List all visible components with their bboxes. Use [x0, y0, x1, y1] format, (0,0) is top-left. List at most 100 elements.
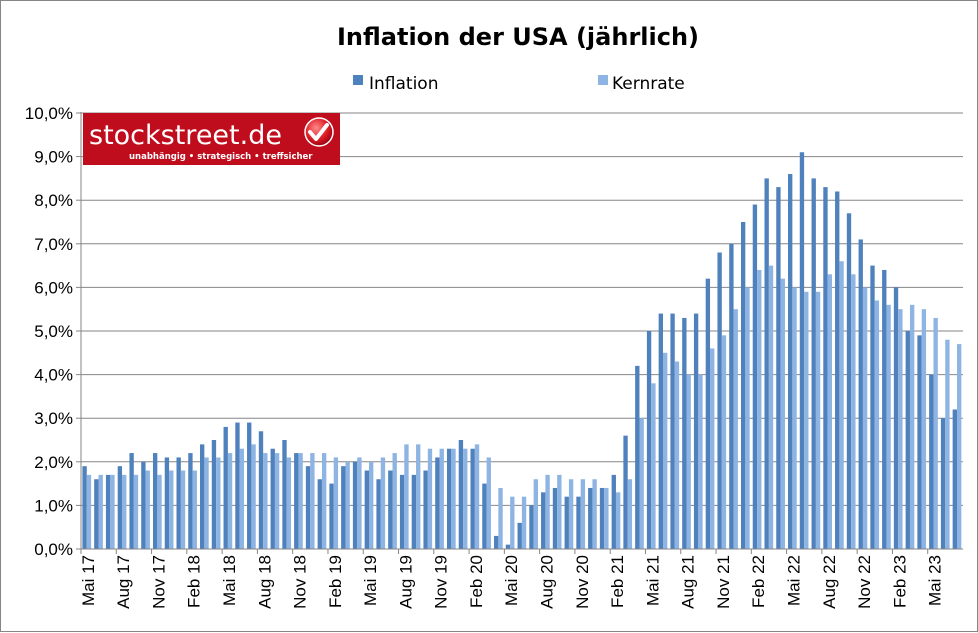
bar-kernrate-40	[557, 474, 562, 549]
bar-kernrate-54	[721, 335, 727, 549]
logo-background	[83, 113, 340, 165]
bar-kernrate-73	[945, 339, 950, 549]
bar-inflation-61	[799, 152, 805, 550]
bar-kernrate-7	[169, 470, 174, 549]
bar-inflation-73	[940, 418, 946, 549]
bar-kernrate-1	[98, 474, 103, 549]
bar-inflation-39	[541, 492, 546, 549]
bar-inflation-54	[717, 252, 722, 549]
x-tick-label: Feb 19	[326, 555, 345, 608]
bar-kernrate-67	[874, 300, 880, 549]
bar-inflation-71	[917, 335, 922, 549]
bar-kernrate-42	[580, 479, 586, 549]
bar-inflation-21	[329, 483, 334, 549]
bar-kernrate-51	[686, 374, 691, 549]
bar-inflation-58	[764, 178, 769, 549]
bar-kernrate-6	[157, 474, 162, 549]
bar-kernrate-30	[439, 448, 444, 549]
bar-kernrate-55	[733, 309, 738, 549]
x-tick-label: Feb 22	[749, 555, 768, 608]
x-tick-label: Mai 20	[502, 555, 521, 606]
bar-kernrate-24	[369, 461, 374, 549]
bar-inflation-19	[305, 466, 311, 549]
bar-kernrate-66	[862, 287, 868, 549]
bar-inflation-45	[611, 474, 616, 549]
bar-inflation-22	[341, 466, 346, 549]
bar-inflation-7	[164, 457, 170, 549]
y-tick-label: 6,0%	[34, 278, 73, 297]
bar-kernrate-4	[133, 474, 139, 549]
bar-kernrate-2	[110, 474, 115, 549]
bar-kernrate-64	[839, 261, 844, 549]
bar-kernrate-11	[216, 457, 221, 549]
x-tick-label: Feb 18	[185, 555, 204, 608]
bar-kernrate-38	[533, 479, 538, 549]
bar-inflation-25	[376, 479, 381, 549]
bar-kernrate-16	[274, 453, 280, 549]
bar-kernrate-63	[827, 274, 832, 549]
y-tick-label: 2,0%	[34, 453, 73, 472]
bar-inflation-6	[152, 453, 158, 549]
bar-kernrate-65	[851, 274, 856, 549]
x-tick-label: Mai 18	[220, 555, 239, 606]
bar-inflation-56	[740, 222, 746, 549]
bar-kernrate-70	[909, 304, 915, 549]
bar-inflation-23	[352, 461, 358, 549]
bar-kernrate-31	[451, 448, 456, 549]
bar-inflation-18	[294, 453, 299, 549]
x-tick-label: Nov 18	[291, 555, 310, 609]
x-tick-label: Aug 17	[114, 555, 133, 609]
x-tick-label: Nov 19	[432, 555, 451, 609]
bar-kernrate-28	[416, 444, 421, 549]
bar-kernrate-61	[804, 291, 809, 549]
bar-inflation-32	[458, 440, 464, 549]
bar-kernrate-53	[710, 348, 715, 549]
bar-kernrate-10	[204, 457, 209, 549]
bar-kernrate-22	[345, 461, 350, 549]
y-tick-label: 3,0%	[34, 409, 73, 428]
bar-inflation-49	[658, 313, 664, 549]
x-tick-label: Aug 20	[538, 555, 557, 609]
y-tick-label: 4,0%	[34, 366, 73, 385]
bar-inflation-30	[435, 457, 440, 549]
bar-inflation-67	[870, 265, 875, 549]
bar-kernrate-34	[486, 457, 491, 549]
bar-inflation-44	[599, 487, 605, 549]
bar-kernrate-3	[122, 474, 127, 549]
bar-inflation-57	[752, 204, 758, 549]
legend-label-kernrate: Kernrate	[612, 74, 685, 94]
bar-inflation-4	[129, 453, 134, 549]
bar-inflation-26	[388, 470, 393, 549]
bar-kernrate-21	[333, 457, 339, 549]
bar-inflation-2	[105, 474, 111, 549]
y-tick-label: 1,0%	[34, 496, 73, 515]
bar-inflation-35	[494, 535, 499, 549]
bar-kernrate-8	[180, 470, 186, 549]
checkmark-icon	[304, 117, 334, 147]
x-tick-label: Mai 23	[926, 555, 945, 606]
bar-inflation-66	[858, 239, 863, 549]
x-tick-label: Mai 17	[79, 555, 98, 606]
bar-inflation-12	[223, 426, 228, 549]
bar-kernrate-43	[592, 479, 597, 549]
bar-inflation-38	[529, 505, 534, 549]
bar-kernrate-35	[498, 487, 503, 549]
bar-inflation-68	[882, 269, 887, 549]
legend-label-inflation: Inflation	[369, 74, 438, 94]
bar-inflation-29	[423, 470, 428, 549]
bar-inflation-36	[505, 544, 511, 549]
bar-kernrate-19	[310, 453, 315, 549]
bar-inflation-69	[893, 287, 899, 549]
bar-inflation-50	[670, 313, 675, 549]
bar-inflation-8	[176, 457, 181, 549]
bar-kernrate-49	[663, 352, 668, 549]
bar-inflation-17	[282, 440, 287, 549]
bar-kernrate-13	[239, 448, 244, 549]
x-tick-label: Feb 20	[467, 555, 486, 608]
bar-inflation-15	[258, 431, 264, 549]
bar-inflation-47	[635, 365, 640, 549]
bar-inflation-10	[200, 444, 205, 549]
logo-tagline: unabhängig • strategisch • treffsicher	[129, 152, 313, 162]
bar-kernrate-32	[463, 448, 468, 549]
bar-kernrate-72	[933, 317, 938, 549]
